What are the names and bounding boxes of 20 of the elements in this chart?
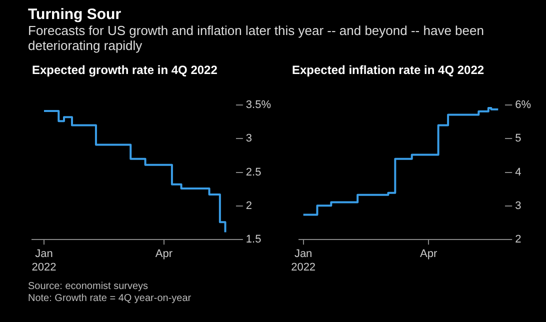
x-tick-label: Apr [155, 248, 173, 260]
y-tick-label: 2.5 [246, 166, 262, 178]
source-note: Source: economist surveys [28, 281, 150, 293]
x-tick-label: Apr [420, 248, 438, 260]
y-tick-label: 3 [515, 200, 522, 212]
y-tick-label: 4 [515, 166, 522, 178]
x-tick-label: Jan 2022 [291, 248, 316, 274]
y-tick-label: 1.5 [246, 234, 262, 246]
text: Forecasts for US growth and inflation later this year -- and beyond -- have been deteriorating rapidly [28, 23, 485, 53]
y-tick-label: 6% [515, 99, 532, 112]
x-tick-label: Jan 2022 [32, 248, 56, 274]
y-tick-label: 3 [246, 132, 252, 145]
y-tick-label: 2 [515, 234, 522, 246]
y-tick-label: 5 [515, 132, 522, 145]
chart-title: Expected growth rate in 4Q 2022 [31, 63, 218, 79]
chart-title: Expected inflation rate in 4Q 2022 [291, 63, 486, 79]
y-tick-label: 2 [246, 200, 252, 212]
text: Note: Growth rate = 4Q year-on-year [28, 293, 192, 305]
text: Turning Sour [28, 6, 122, 23]
y-tick-label: 3.5% [246, 99, 272, 112]
